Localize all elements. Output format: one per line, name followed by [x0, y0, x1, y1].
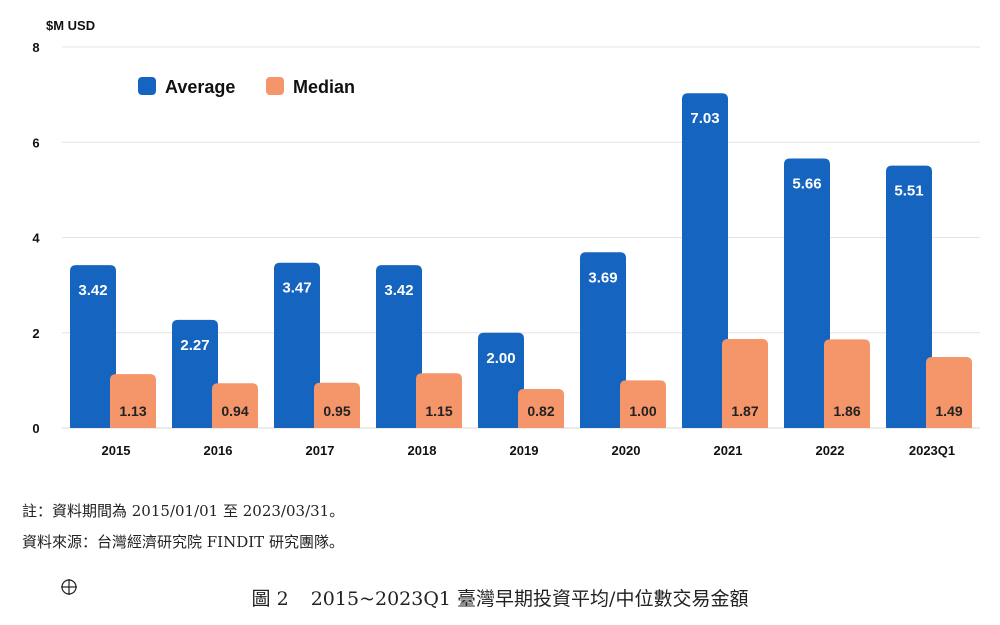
x-tick-label: 2015: [102, 443, 131, 458]
average-data-label: 2.27: [180, 337, 209, 354]
bar-chart: 0 2 4 6 8 3.42 2.27 3.47 3.42 2.00 3.69 7.03 5.66 5.5…: [32, 40, 980, 458]
y-tick-label: 4: [32, 231, 40, 246]
average-data-label: 3.42: [78, 282, 107, 299]
y-tick-label: 0: [32, 421, 39, 436]
average-data-label: 2.00: [486, 350, 515, 367]
average-data-label: 3.47: [282, 280, 311, 297]
average-data-label: 3.69: [588, 269, 617, 286]
median-data-label: 1.87: [731, 403, 758, 419]
average-bar: [70, 265, 116, 428]
x-tick-label: 2016: [204, 443, 233, 458]
median-data-label: 0.94: [221, 403, 248, 419]
average-bar: [682, 93, 728, 428]
median-bar: [212, 383, 258, 428]
x-tick-label: 2020: [612, 443, 641, 458]
average-bar: [784, 158, 830, 428]
figure-title: 2015~2023Q1 臺灣早期投資平均/中位數交易金額: [310, 588, 749, 610]
median-data-label: 0.82: [527, 403, 554, 419]
average-bar: [580, 252, 626, 428]
median-bar: [110, 374, 156, 428]
median-bar: [314, 382, 360, 428]
legend-label-median: Median: [293, 77, 355, 97]
median-data-label: 1.00: [629, 403, 656, 419]
median-data-label: 1.49: [935, 403, 962, 419]
median-data-label: 1.15: [425, 403, 452, 419]
median-data-label: 1.86: [833, 403, 860, 419]
x-tick-label: 2022: [816, 443, 845, 458]
legend-label-average: Average: [165, 77, 235, 97]
x-tick-label: 2017: [306, 443, 335, 458]
median-bar: [620, 380, 666, 428]
figure-number: 圖 2: [251, 588, 289, 610]
average-bar: [886, 165, 932, 428]
y-tick-label: 6: [32, 135, 39, 150]
average-data-label: 7.03: [690, 110, 719, 127]
median-bar: [926, 357, 972, 428]
data-period-note: 註：資料期間為 2015/01/01 至 2023/03/31。: [22, 502, 345, 520]
average-bar: [172, 319, 218, 428]
average-bar: [376, 265, 422, 428]
median-bar: [416, 373, 462, 428]
figure-caption: 圖 2 2015~2023Q1 臺灣早期投資平均/中位數交易金額: [0, 584, 1000, 611]
x-tick-label: 2019: [510, 443, 539, 458]
average-bar: [274, 262, 320, 428]
crosshair-icon: [61, 579, 77, 595]
average-data-label: 3.42: [384, 282, 413, 299]
median-bar: [722, 338, 768, 428]
y-tick-label: 2: [32, 326, 39, 341]
average-bar: [478, 332, 524, 428]
average-data-label: 5.66: [792, 175, 821, 192]
x-tick-label: 2018: [408, 443, 437, 458]
y-axis-unit-label: $M USD: [46, 18, 96, 33]
median-bar: [518, 388, 564, 428]
x-tick-label: 2021: [714, 443, 743, 458]
median-data-label: 0.95: [323, 403, 350, 419]
data-source-note: 資料來源：台灣經濟研究院 FINDIT 研究團隊。: [22, 533, 344, 551]
legend-swatch-median: [266, 77, 284, 95]
median-data-label: 1.13: [119, 403, 146, 419]
y-tick-label: 8: [32, 40, 39, 55]
median-bar: [824, 339, 870, 428]
legend-swatch-average: [138, 77, 156, 95]
average-data-label: 5.51: [894, 183, 923, 200]
x-tick-label: 2023Q1: [909, 443, 955, 458]
